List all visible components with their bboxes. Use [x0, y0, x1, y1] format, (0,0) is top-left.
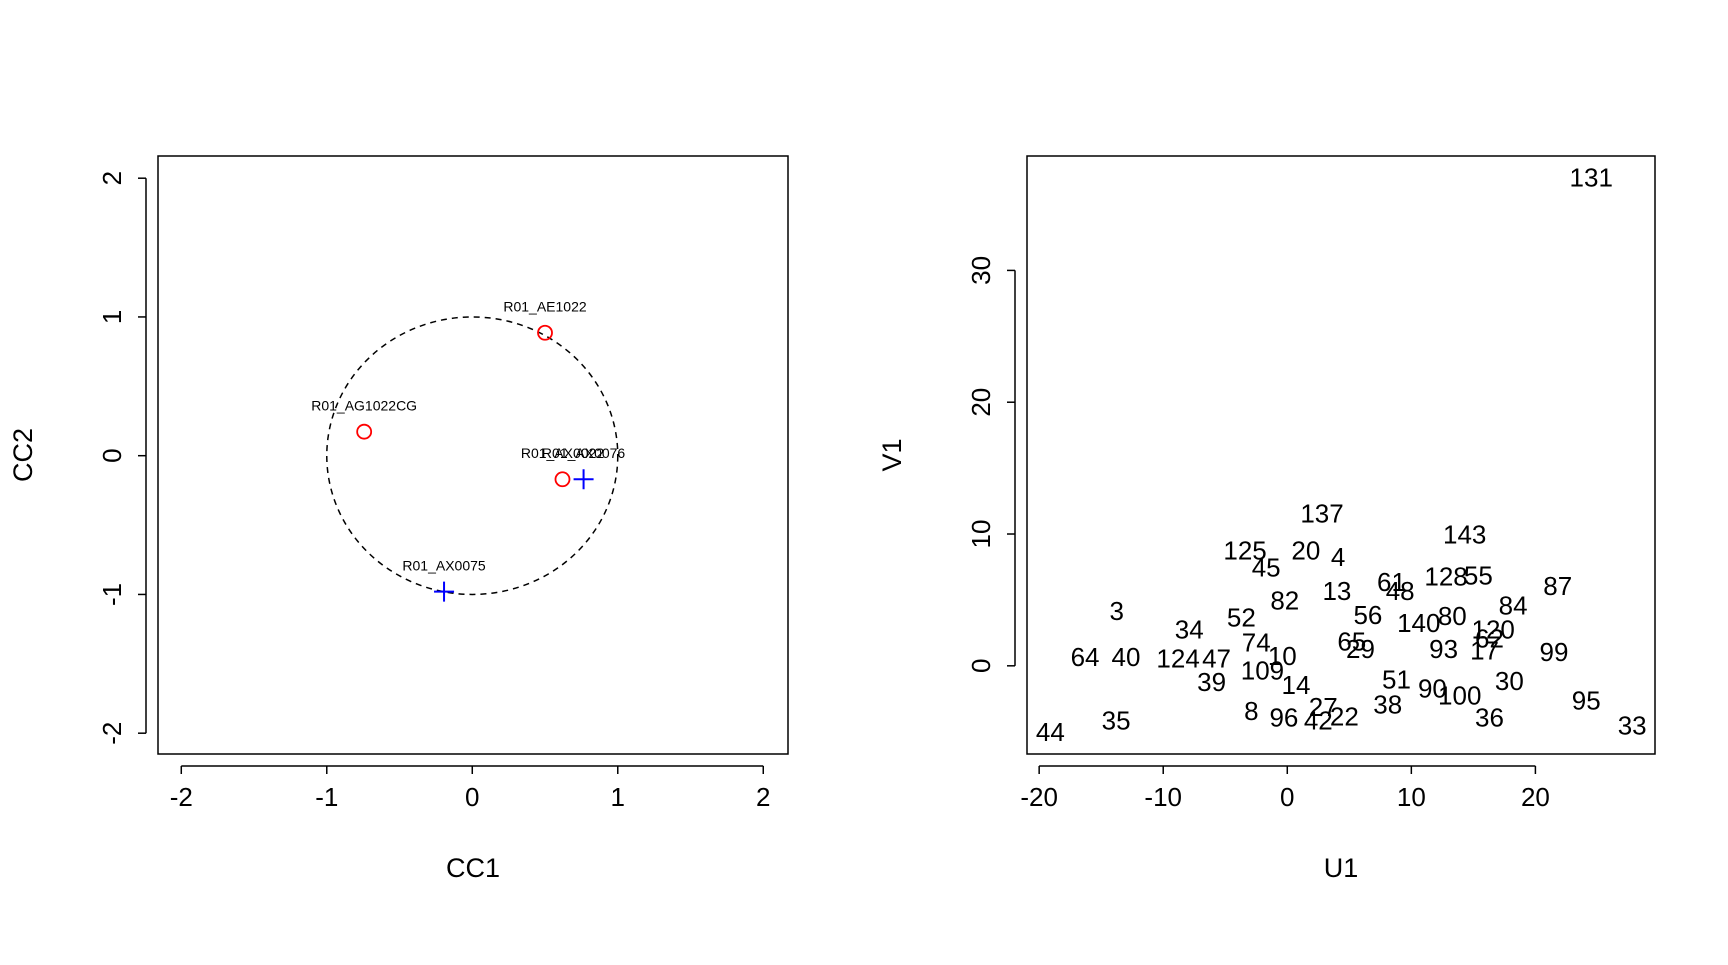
point-label: 27 [1309, 692, 1338, 722]
point [537, 324, 553, 341]
x-tick-label: -10 [1144, 782, 1182, 812]
point-label: 40 [1112, 642, 1141, 672]
point-label: 22 [1330, 701, 1359, 731]
point-label: 4 [1331, 542, 1345, 572]
point-label: 30 [1495, 666, 1524, 696]
point-label: 87 [1543, 571, 1572, 601]
y-tick-label: 2 [97, 171, 127, 185]
point-label: 42 [1304, 705, 1333, 735]
point [554, 471, 571, 488]
point-label: 13 [1322, 576, 1351, 606]
y-tick-label: 0 [97, 448, 127, 462]
point-label: 48 [1386, 576, 1415, 606]
point-label: 56 [1353, 600, 1382, 630]
y-axis-title: V1 [877, 438, 907, 471]
x-tick-label: -2 [170, 782, 193, 812]
point-label: 93 [1429, 634, 1458, 664]
point [573, 469, 594, 490]
point-label: 62 [1475, 624, 1504, 654]
reference-circle [326, 316, 619, 596]
point-label: 100 [1438, 680, 1481, 710]
x-tick-label: -1 [315, 782, 338, 812]
point-label: 84 [1499, 591, 1528, 621]
point-label: 3 [1109, 596, 1123, 626]
point-label: 109 [1241, 655, 1284, 685]
x-tick-label: 0 [1280, 782, 1294, 812]
point-label: 61 [1377, 567, 1406, 597]
point-label: 95 [1572, 686, 1601, 716]
point-label: 44 [1036, 717, 1065, 747]
y-tick-label: 10 [966, 520, 996, 549]
point-label: 131 [1570, 162, 1613, 192]
plot-frame [157, 155, 789, 755]
y-tick-label: -1 [97, 583, 127, 606]
point [434, 581, 455, 602]
point-label: 17 [1470, 636, 1499, 666]
point-label: R01_AE1022 [503, 298, 587, 314]
y-tick-label: 30 [966, 256, 996, 285]
point-label: 10 [1268, 641, 1297, 671]
point-label: 33 [1618, 711, 1647, 741]
point-label: 74 [1242, 628, 1271, 658]
point-label: 34 [1175, 614, 1204, 644]
point-label: 125 [1223, 535, 1266, 565]
plot-frame [1026, 155, 1656, 755]
point-label: 14 [1282, 670, 1311, 700]
y-tick-label: 1 [97, 310, 127, 324]
x-axis-title: CC1 [446, 853, 500, 883]
y-tick-label: 0 [966, 659, 996, 673]
point-label: 55 [1464, 560, 1493, 590]
point-label: 99 [1540, 637, 1569, 667]
point-label: 140 [1397, 608, 1440, 638]
x-tick-label: 0 [465, 782, 479, 812]
x-tick-label: 10 [1397, 782, 1426, 812]
point-label: 65 [1337, 626, 1366, 656]
point-label: 45 [1252, 552, 1281, 582]
point-label: 143 [1443, 520, 1486, 550]
point-label: R01_AG1022CG [311, 397, 417, 413]
point-label: R01_AX0075 [402, 557, 486, 573]
point-label: 120 [1472, 614, 1515, 644]
point-label: 29 [1346, 634, 1375, 664]
point-label: 20 [1291, 535, 1320, 565]
point-label: 35 [1102, 705, 1131, 735]
point-label: R01_AX0076 [542, 445, 626, 461]
point-label: 137 [1300, 498, 1343, 528]
x-tick-label: 2 [756, 782, 770, 812]
point-label: 8 [1244, 696, 1258, 726]
point-label: R01_AX0022 [521, 445, 605, 461]
y-tick-label: -2 [97, 722, 127, 745]
point-label: 90 [1418, 674, 1447, 704]
point-label: 64 [1071, 642, 1100, 672]
x-axis-title: U1 [1324, 853, 1359, 883]
point-label: 128 [1424, 562, 1467, 592]
point-label: 52 [1227, 603, 1256, 633]
x-tick-label: -20 [1020, 782, 1058, 812]
point-label: 124 [1156, 643, 1199, 673]
point-label: 47 [1202, 643, 1231, 673]
point-label: 51 [1382, 665, 1411, 695]
point-label: 82 [1270, 585, 1299, 615]
x-tick-label: 1 [611, 782, 625, 812]
x-tick-label: 20 [1521, 782, 1550, 812]
y-tick-label: 20 [966, 388, 996, 417]
point [356, 423, 373, 440]
y-axis-title: CC2 [8, 428, 38, 482]
point-label: 80 [1438, 601, 1467, 631]
point-label: 36 [1475, 703, 1504, 733]
point-label: 38 [1373, 690, 1402, 720]
point-label: 39 [1197, 667, 1226, 697]
point-label: 96 [1269, 703, 1298, 733]
